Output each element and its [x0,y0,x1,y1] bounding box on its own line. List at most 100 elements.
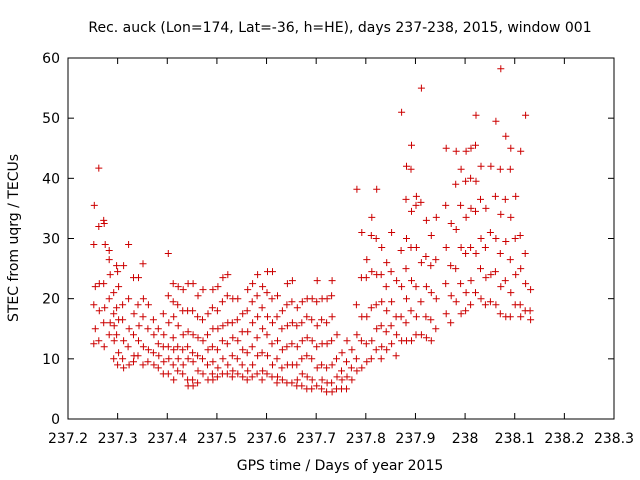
data-point [358,364,366,372]
data-point [263,370,271,378]
data-point [442,201,450,209]
data-point [105,247,113,254]
data-point [223,370,231,378]
data-point [135,322,143,330]
x-tick-label: 237.3 [98,431,138,447]
data-point [199,370,207,378]
data-point [303,352,311,360]
data-point [373,185,381,193]
data-point [497,283,505,291]
data-point [249,361,257,369]
data-point [95,337,103,345]
data-point [372,346,380,354]
data-point [432,256,440,264]
data-point [486,298,494,306]
data-point [199,337,207,345]
data-point [402,195,410,203]
data-point [308,337,316,345]
data-point [388,340,396,348]
y-tick-label: 0 [51,412,60,428]
data-point [293,322,301,330]
data-point [403,162,410,170]
data-point [113,304,121,312]
data-point [243,376,251,384]
data-point [318,376,326,384]
data-point [288,379,296,387]
data-point [521,250,529,257]
data-point [318,361,326,369]
data-point [259,367,267,375]
data-point [338,376,346,384]
data-point [457,244,465,251]
data-point [487,162,495,170]
data-point [219,322,227,330]
data-point [318,316,326,324]
data-point [110,337,118,345]
data-point [328,379,336,387]
data-point [139,343,147,351]
data-point [452,226,460,233]
data-point [234,370,242,378]
data-point [229,367,237,375]
data-point [422,216,430,224]
data-point [149,349,157,357]
data-point [269,361,276,369]
data-point [264,313,271,321]
data-point [516,301,524,309]
data-point [204,346,212,354]
y-axis-label: STEC from uqrg / TECUs [6,154,22,322]
data-point [496,310,504,318]
data-point [293,376,301,384]
data-point [199,316,206,324]
data-point [169,280,177,288]
data-point [481,301,489,309]
data-point [258,304,266,312]
data-point [130,358,137,366]
data-point [106,319,114,327]
data-point [169,361,177,369]
data-point [113,262,121,270]
data-point [313,322,321,330]
data-point [407,165,415,173]
data-point [165,355,173,363]
data-point [372,235,380,242]
data-point [106,271,114,279]
data-point [517,147,525,155]
data-point [393,331,401,339]
data-point [526,307,534,315]
data-point [199,286,207,294]
data-point [119,316,127,324]
data-point [298,337,306,345]
data-point [234,337,242,345]
data-point [293,304,301,312]
data-point [472,111,480,119]
data-point [283,280,291,288]
data-point [263,331,271,339]
data-point [278,325,286,333]
data-point [382,283,390,291]
data-point [422,334,430,342]
data-point [264,352,271,360]
data-point [442,144,450,152]
data-point [228,352,236,360]
data-point [372,301,380,309]
data-point [164,250,172,257]
data-point [101,241,109,248]
data-point [91,283,99,291]
data-point [492,117,500,125]
data-point [313,364,321,372]
data-point [253,370,261,378]
y-tick-label: 20 [42,292,60,308]
data-point [377,355,385,363]
x-tick-label: 238.3 [594,431,634,447]
data-point [491,268,499,276]
data-point [502,238,510,245]
data-point [274,373,281,381]
data-point [527,316,535,324]
y-tick-label: 10 [42,352,60,368]
data-point [467,301,475,309]
data-point [333,355,340,363]
data-point [155,352,163,360]
data-point [283,343,291,351]
data-point [134,301,142,309]
